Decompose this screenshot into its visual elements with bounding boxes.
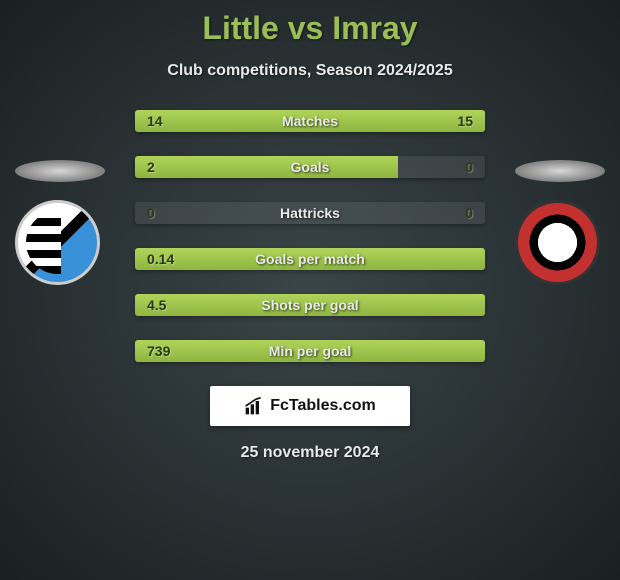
comparison-panel: 14 15 Matches 2 0 Goals 0 0 Hattricks 0.14 Goals p…: [0, 110, 620, 462]
stat-value-right: 0: [465, 205, 473, 221]
player-left-badge: [15, 160, 105, 285]
stat-fill-left: [135, 156, 398, 178]
subtitle: Club competitions, Season 2024/2025: [0, 62, 620, 80]
stat-row: 739 Min per goal: [135, 340, 485, 362]
stat-label: Hattricks: [280, 205, 340, 221]
stat-row: 0.14 Goals per match: [135, 248, 485, 270]
badge-shadow: [515, 160, 605, 182]
stat-label: Goals per match: [255, 251, 365, 267]
stat-value-left: 0.14: [147, 251, 174, 267]
watermark-text: FcTables.com: [270, 397, 376, 415]
stat-value-left: 4.5: [147, 297, 166, 313]
stat-row: 14 15 Matches: [135, 110, 485, 132]
stat-row: 0 0 Hattricks: [135, 202, 485, 224]
stat-bar: 0 0 Hattricks: [135, 202, 485, 224]
stat-label: Shots per goal: [261, 297, 358, 313]
stat-value-left: 739: [147, 343, 170, 359]
stat-bar: 4.5 Shots per goal: [135, 294, 485, 316]
stat-bar: 14 15 Matches: [135, 110, 485, 132]
stat-value-left: 2: [147, 159, 155, 175]
stat-row: 4.5 Shots per goal: [135, 294, 485, 316]
player-right-badge: [515, 160, 605, 285]
stat-value-right: 15: [457, 113, 473, 129]
stat-label: Min per goal: [269, 343, 351, 359]
stat-row: 2 0 Goals: [135, 156, 485, 178]
stat-label: Goals: [291, 159, 330, 175]
page-title: Little vs Imray: [0, 0, 620, 47]
club-badge-left: [15, 200, 100, 285]
stat-bar: 2 0 Goals: [135, 156, 485, 178]
stat-value-left: 14: [147, 113, 163, 129]
stat-bar: 0.14 Goals per match: [135, 248, 485, 270]
badge-shadow: [15, 160, 105, 182]
watermark: FcTables.com: [210, 386, 410, 426]
date-label: 25 november 2024: [0, 444, 620, 462]
chart-icon: [244, 396, 264, 416]
stat-label: Matches: [282, 113, 338, 129]
stat-value-left: 0: [147, 205, 155, 221]
club-badge-right: [515, 200, 600, 285]
stat-bar: 739 Min per goal: [135, 340, 485, 362]
stat-value-right: 0: [465, 159, 473, 175]
stats-list: 14 15 Matches 2 0 Goals 0 0 Hattricks 0.14 Goals p…: [135, 110, 485, 362]
